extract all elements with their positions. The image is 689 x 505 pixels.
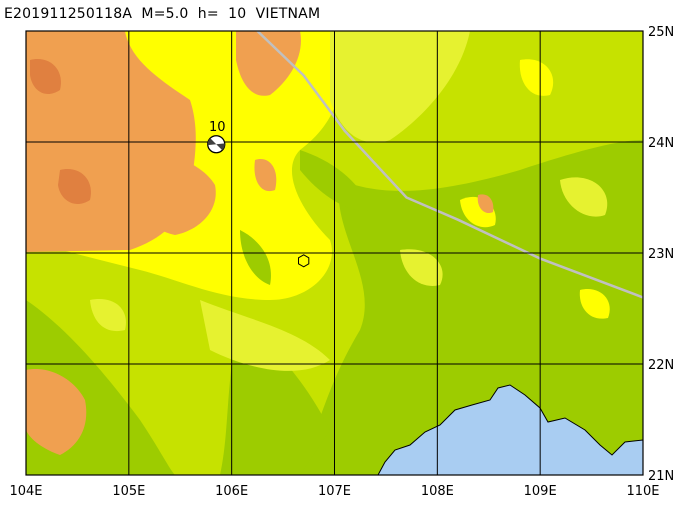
- longitude-tick-label: 106E: [215, 484, 248, 499]
- beachball-quadrant: [216, 143, 225, 151]
- latitude-tick-label: 22N: [648, 358, 674, 373]
- longitude-tick-label: 110E: [626, 484, 659, 499]
- mountain-zone: [26, 369, 87, 455]
- hill-ridge: [519, 59, 554, 96]
- station-hexagon-icon: [298, 254, 310, 268]
- latitude-tick-label: 24N: [648, 136, 674, 151]
- latitude-tick-label: 23N: [648, 247, 674, 262]
- map-frame: [25, 30, 644, 476]
- latitude-tick-label: 21N: [648, 469, 674, 484]
- lowland-zone: [300, 140, 643, 475]
- longitude-tick-label: 104E: [9, 484, 42, 499]
- mountain-zone: [254, 159, 277, 192]
- sea-area: [377, 384, 643, 475]
- event-depth-label: 10: [209, 120, 226, 135]
- hill-ridge: [560, 177, 608, 217]
- longitude-tick-label: 107E: [318, 484, 351, 499]
- hill-ridge: [240, 230, 271, 285]
- longitude-tick-label: 105E: [112, 484, 145, 499]
- mountain-zone: [236, 31, 301, 96]
- longitude-tick-label: 108E: [421, 484, 454, 499]
- latitude-ticks: 25N 24N 23N 22N 21N: [648, 25, 674, 484]
- mountain-zone: [30, 59, 61, 95]
- hill-ridge: [579, 289, 610, 319]
- beachball-quadrant: [207, 138, 217, 146]
- mountain-zone: [130, 150, 216, 235]
- longitude-ticks: 104E 105E 106E 107E 108E 109E 110E: [9, 484, 659, 499]
- mountain-zone: [58, 169, 91, 205]
- hill-ridge: [90, 299, 126, 332]
- hill-ridge: [400, 249, 443, 286]
- upland-zone: [200, 300, 330, 371]
- upland-zone: [330, 31, 470, 143]
- longitude-tick-label: 109E: [524, 484, 557, 499]
- earthquake-marker: 10: [207, 120, 226, 154]
- graticule: [26, 31, 643, 475]
- mountain-spot: [477, 194, 494, 214]
- map-title: E201911250118A M=5.0 h= 10 VIETNAM: [4, 6, 321, 22]
- latitude-tick-label: 25N: [648, 25, 674, 40]
